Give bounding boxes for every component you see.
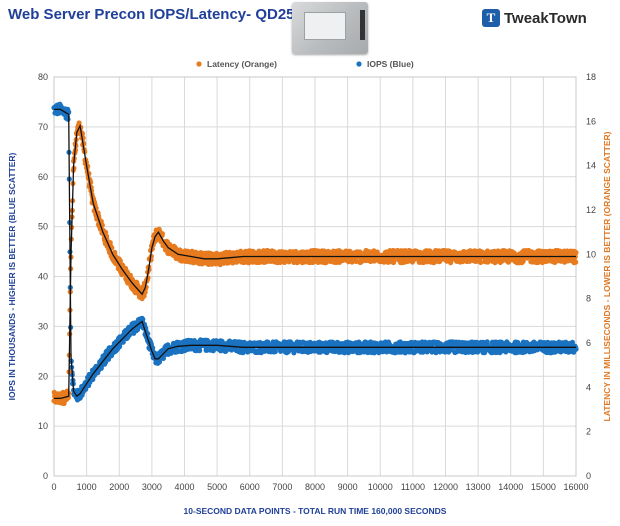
legend-iops-label: IOPS (Blue) — [367, 59, 414, 69]
x-tick-label: 16000 — [563, 482, 588, 492]
product-image — [292, 2, 368, 54]
latency-point — [117, 258, 123, 264]
logo-text: TweakTown — [504, 9, 587, 27]
x-tick-label: 3000 — [142, 482, 162, 492]
y-axis-left-label: IOPS IN THOUSANDS - HIGHER IS BETTER (BL… — [7, 152, 17, 400]
tweaktown-logo: T TweakTown — [482, 9, 587, 27]
y-axis-right-label: LATENCY IN MILLISECONDS - LOWER IS BETTE… — [602, 131, 612, 421]
y-right-tick-label: 18 — [586, 72, 596, 82]
x-tick-label: 10000 — [368, 482, 393, 492]
y-left-tick-label: 80 — [38, 72, 48, 82]
x-tick-label: 5000 — [207, 482, 227, 492]
latency-point — [499, 258, 506, 264]
y-left-tick-label: 20 — [38, 371, 48, 381]
plot-border — [53, 76, 577, 477]
product-connector — [360, 10, 365, 40]
iops-point — [160, 355, 166, 361]
legend-iops-marker — [356, 61, 362, 67]
tick-labels: 0 10 20 30 40 50 60 70 80 0 2 4 6 8 10 12 14 16 18 0 1000 200… — [38, 72, 596, 492]
iops-point — [65, 116, 71, 122]
y-right-tick-label: 6 — [586, 338, 591, 348]
logo-mark-icon: T — [482, 9, 500, 27]
y-right-tick-label: 2 — [586, 427, 591, 437]
x-tick-label: 12000 — [433, 482, 458, 492]
legend: Latency (Orange) IOPS (Blue) — [196, 59, 414, 69]
y-right-tick-label: 14 — [586, 161, 596, 171]
x-tick-label: 7000 — [272, 482, 292, 492]
latency-point — [323, 260, 329, 266]
average-lines — [54, 108, 576, 400]
legend-latency-marker — [196, 61, 202, 67]
plot-frame — [53, 76, 577, 477]
y-left-tick-label: 50 — [38, 222, 48, 232]
x-tick-label: 15000 — [531, 482, 556, 492]
chart-title: Web Server Precon IOPS/Latency- QD256 — [8, 6, 303, 23]
y-right-tick-label: 16 — [586, 116, 596, 126]
y-left-tick-label: 40 — [38, 272, 48, 282]
x-tick-label: 0 — [51, 482, 56, 492]
y-right-tick-label: 0 — [586, 471, 591, 481]
y-right-tick-label: 12 — [586, 205, 596, 215]
x-tick-label: 14000 — [498, 482, 523, 492]
x-tick-label: 4000 — [174, 482, 194, 492]
latency-point — [535, 259, 541, 265]
y-right-tick-label: 10 — [586, 249, 596, 259]
x-tick-label: 13000 — [466, 482, 491, 492]
iops-point — [197, 348, 203, 354]
y-left-tick-label: 30 — [38, 321, 48, 331]
latency-point — [159, 231, 165, 237]
iops-point — [140, 316, 146, 322]
x-tick-label: 11000 — [401, 482, 425, 492]
x-tick-label: 6000 — [240, 482, 260, 492]
latency-point — [478, 259, 484, 265]
x-tick-label: 8000 — [305, 482, 325, 492]
y-right-tick-label: 4 — [586, 382, 591, 392]
y-left-tick-label: 70 — [38, 122, 48, 132]
x-tick-label: 9000 — [338, 482, 358, 492]
legend-latency-label: Latency (Orange) — [207, 59, 277, 69]
y-right-tick-label: 8 — [586, 294, 591, 304]
latency-point — [127, 272, 133, 278]
y-left-tick-label: 10 — [38, 421, 48, 431]
x-tick-label: 1000 — [77, 482, 97, 492]
x-axis-label: 10-SECOND DATA POINTS - TOTAL RUN TIME 1… — [184, 506, 447, 516]
latency-average-line — [54, 123, 576, 400]
latency-point — [573, 250, 579, 256]
latency-point — [573, 259, 579, 265]
y-left-tick-label: 0 — [43, 471, 48, 481]
iops-average-line — [54, 108, 576, 398]
x-tick-label: 2000 — [109, 482, 129, 492]
y-left-tick-label: 60 — [38, 172, 48, 182]
product-label-sticker — [304, 12, 346, 40]
